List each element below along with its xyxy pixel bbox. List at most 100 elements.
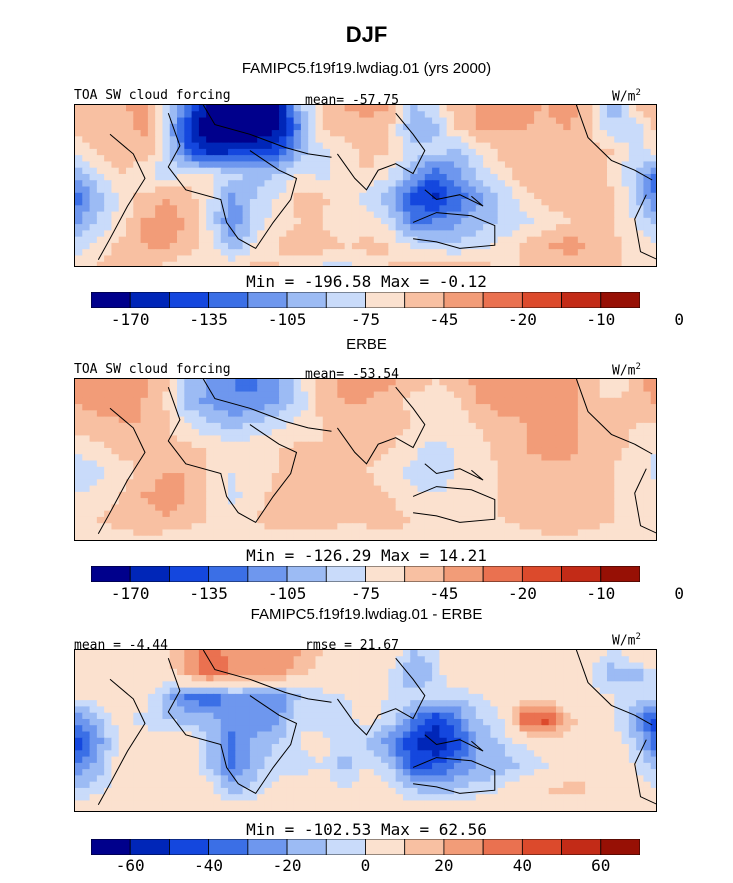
heatmap-cell <box>133 485 142 493</box>
heatmap-cell <box>461 498 470 505</box>
heatmap-cell <box>344 385 353 393</box>
heatmap-cell <box>570 656 579 664</box>
heatmap-cell <box>104 385 113 393</box>
heatmap-cell <box>111 167 120 175</box>
heatmap-cell <box>621 242 630 250</box>
heatmap-cell <box>490 479 499 487</box>
heatmap-cell <box>424 385 433 393</box>
heatmap-cell <box>206 687 215 695</box>
heatmap-cell <box>104 466 113 474</box>
heatmap-cell <box>337 249 346 257</box>
heatmap-cell <box>337 454 346 462</box>
heatmap-cell <box>599 173 608 181</box>
heatmap-cell <box>402 473 411 480</box>
heatmap-cell <box>650 261 656 266</box>
heatmap-cell <box>504 466 513 474</box>
heatmap-cell <box>519 700 528 708</box>
heatmap-cell <box>548 130 557 137</box>
heatmap-cell <box>570 397 579 405</box>
heatmap-cell <box>242 397 251 405</box>
heatmap-cell <box>206 136 215 144</box>
heatmap-cell <box>410 498 419 505</box>
heatmap-cell <box>257 192 266 200</box>
heatmap-cell <box>322 523 331 531</box>
heatmap-cell <box>490 410 499 418</box>
heatmap-cell <box>417 111 426 119</box>
heatmap-cell <box>366 217 375 225</box>
heatmap-cell <box>82 242 91 250</box>
heatmap-cell <box>534 700 542 708</box>
heatmap-cell <box>75 224 83 231</box>
heatmap-cell <box>410 700 419 708</box>
heatmap-cell <box>264 416 273 424</box>
heatmap-cell <box>133 155 142 163</box>
heatmap-cell <box>650 192 656 200</box>
heatmap-cell <box>279 192 287 200</box>
heatmap-cell <box>213 142 222 150</box>
heatmap-cell <box>293 161 302 169</box>
heatmap-cell <box>133 230 142 238</box>
heatmap-cell <box>126 123 134 131</box>
heatmap-cell <box>191 217 200 225</box>
heatmap-cell <box>548 687 557 695</box>
heatmap-cell <box>82 429 91 437</box>
heatmap-cell <box>410 236 419 244</box>
heatmap-cell <box>155 675 164 682</box>
heatmap-cell <box>650 435 656 443</box>
heatmap-cell <box>446 255 455 263</box>
heatmap-cell <box>177 161 185 169</box>
heatmap-cell <box>650 429 656 437</box>
heatmap-cell <box>220 224 229 231</box>
heatmap-cell <box>636 473 645 480</box>
heatmap-cell <box>504 211 513 219</box>
heatmap-cell <box>126 416 134 424</box>
heatmap-cell <box>344 498 353 505</box>
heatmap-cell <box>614 656 623 664</box>
heatmap-cell <box>395 523 404 531</box>
heatmap-cell <box>606 391 615 399</box>
heatmap-cell <box>570 650 579 657</box>
heatmap-cell <box>213 504 222 512</box>
heatmap-cell <box>104 700 113 708</box>
heatmap-cell <box>155 155 164 163</box>
heatmap-cell <box>198 199 207 206</box>
heatmap-cell <box>249 516 258 524</box>
heatmap-cell <box>650 535 656 540</box>
heatmap-cell <box>461 479 470 487</box>
heatmap-cell <box>191 224 200 231</box>
heatmap-cell <box>111 498 120 505</box>
heatmap-cell <box>388 479 397 487</box>
heatmap-cell <box>279 186 287 194</box>
heatmap-cell <box>424 410 433 418</box>
heatmap-cell <box>366 123 375 131</box>
heatmap-cell <box>577 186 586 194</box>
heatmap-cell <box>286 404 295 411</box>
heatmap-cell <box>133 391 142 399</box>
heatmap-cell <box>337 422 346 430</box>
heatmap-cell <box>228 142 236 150</box>
heatmap-cell <box>104 180 113 188</box>
heatmap-cell <box>242 706 251 714</box>
heatmap-cell <box>461 675 470 682</box>
heatmap-cell <box>155 199 164 206</box>
heatmap-cell <box>366 385 375 393</box>
heatmap-cell <box>563 136 572 144</box>
heatmap-cell <box>286 479 295 487</box>
heatmap-cell <box>410 435 419 443</box>
heatmap-cell <box>315 650 324 657</box>
heatmap-cell <box>359 249 368 257</box>
heatmap-cell <box>497 422 506 430</box>
heatmap-cell <box>213 668 222 676</box>
heatmap-cell <box>541 656 550 664</box>
heatmap-cell <box>446 379 455 386</box>
heatmap-cell <box>548 485 557 493</box>
heatmap-cell <box>636 379 645 386</box>
heatmap-cell <box>279 516 287 524</box>
heatmap-cell <box>220 142 229 150</box>
heatmap-cell <box>606 650 615 657</box>
heatmap-cell <box>614 485 623 493</box>
heatmap-cell <box>512 466 521 474</box>
heatmap-cell <box>606 211 615 219</box>
heatmap-cell <box>592 230 601 238</box>
heatmap-cell <box>555 535 564 540</box>
